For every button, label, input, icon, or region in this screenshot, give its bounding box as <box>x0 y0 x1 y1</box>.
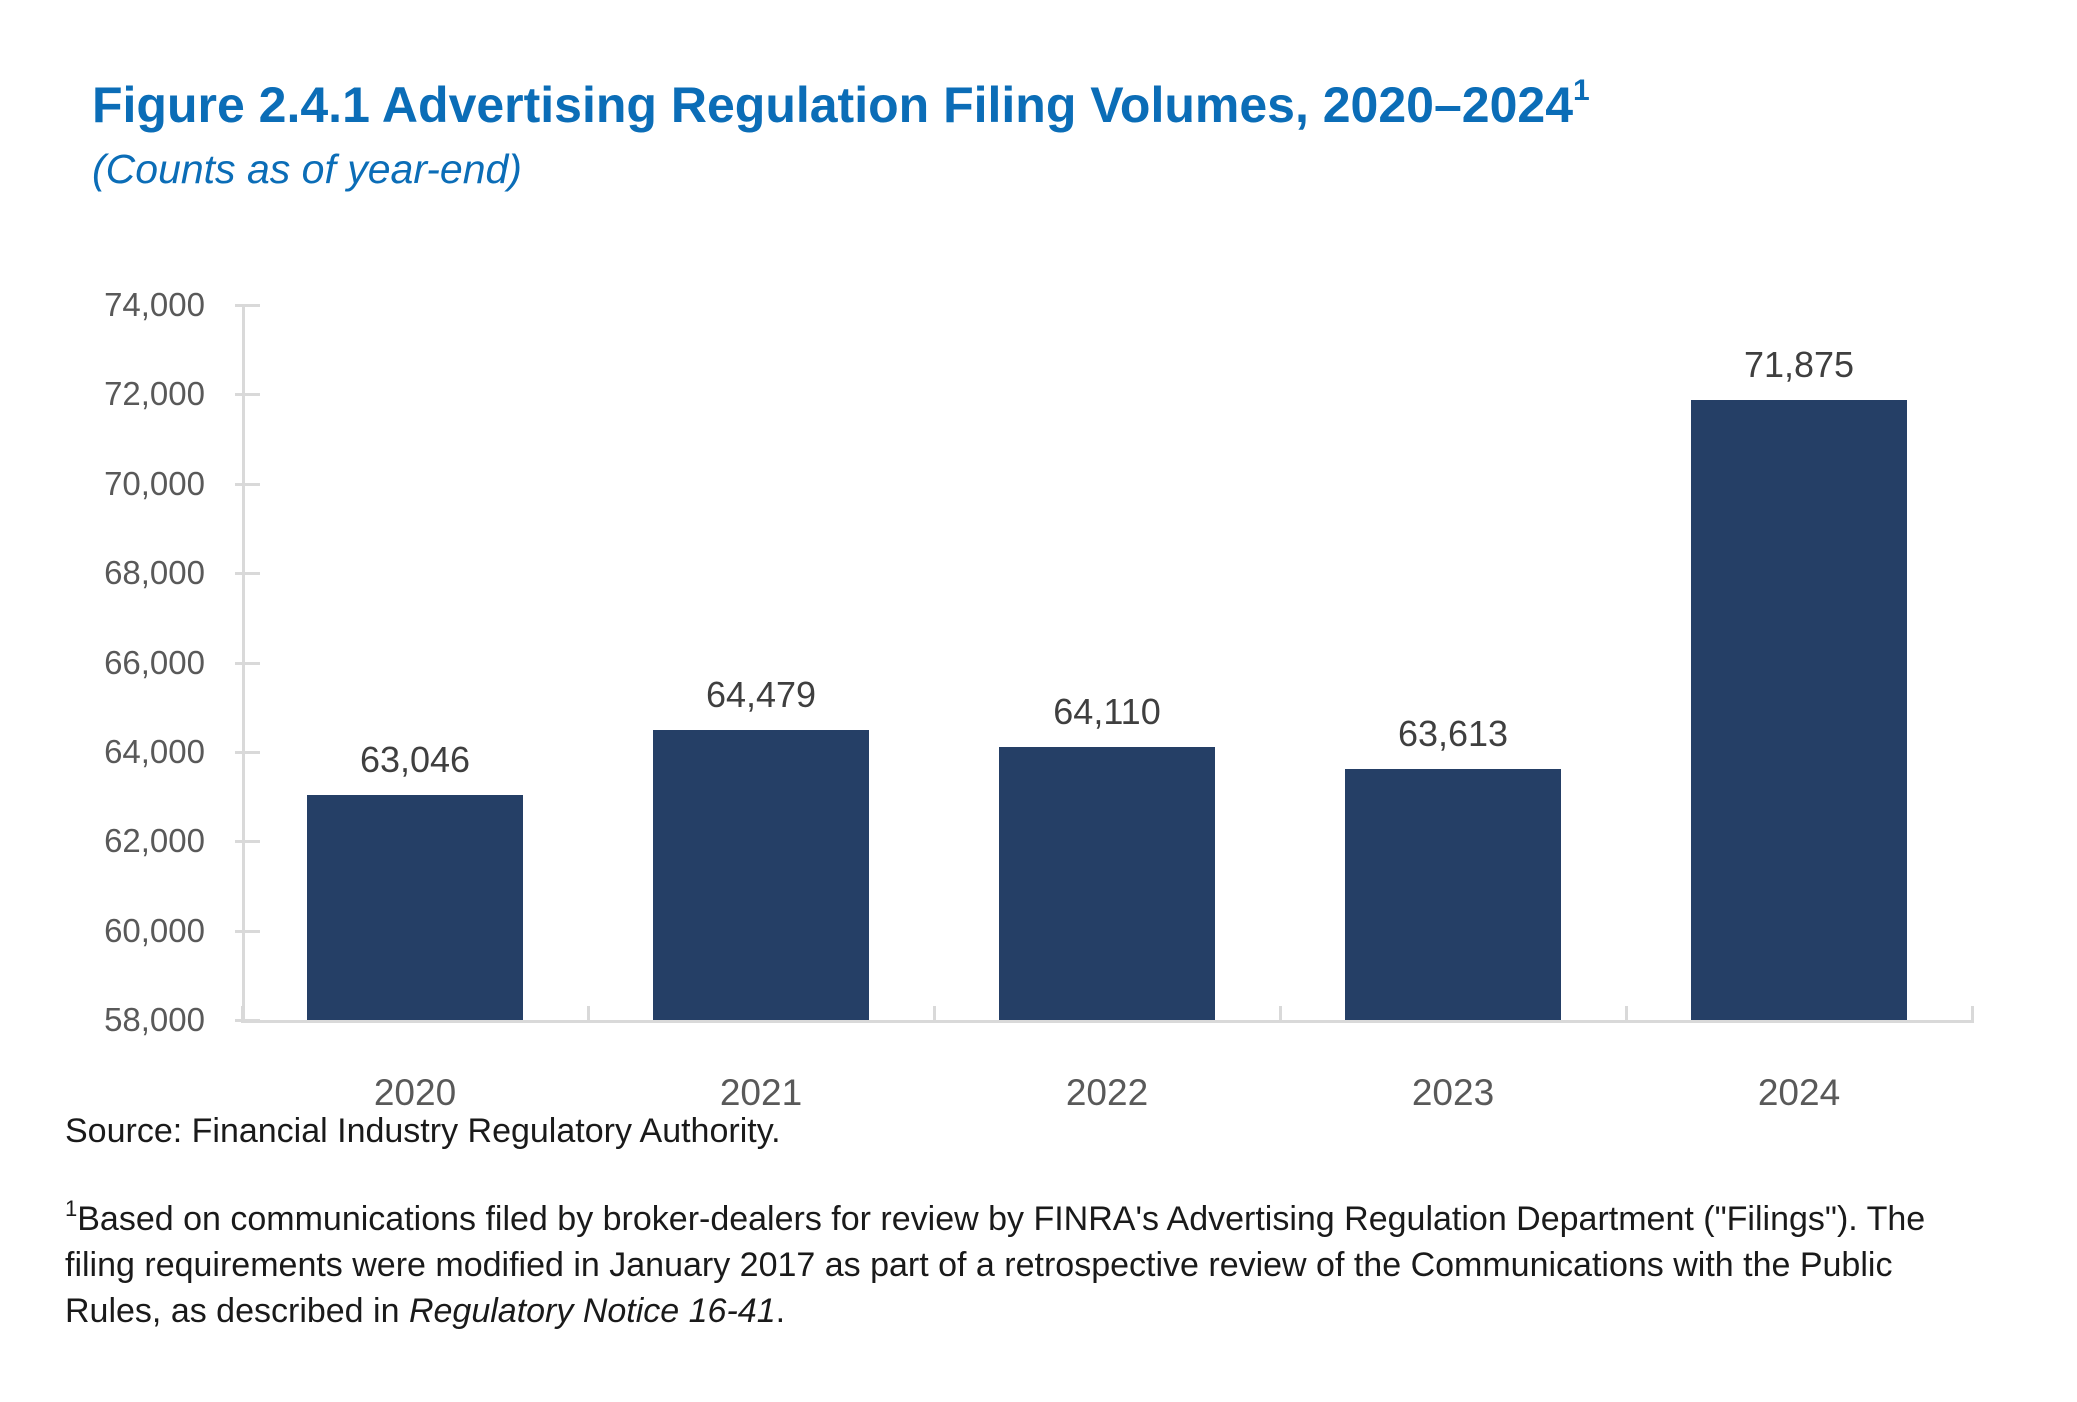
y-axis-label: 60,000 <box>104 911 205 949</box>
x-axis-line <box>242 1020 1972 1023</box>
source-line: Source: Financial Industry Regulatory Au… <box>65 1112 781 1150</box>
x-axis-label: 2023 <box>1411 1072 1495 1113</box>
bar-value-label: 63,046 <box>359 738 471 780</box>
bar-2023 <box>1345 769 1561 1020</box>
y-axis-tick <box>235 482 260 486</box>
footnote-line-3-period: . <box>775 1292 786 1330</box>
y-axis-label: 62,000 <box>104 822 205 860</box>
y-axis-label: 64,000 <box>104 732 205 770</box>
bar-value-label: 71,875 <box>1743 343 1855 385</box>
figure-title-superscript: 1 <box>1573 74 1590 108</box>
footnote-line-3-text: Rules, as described in <box>65 1292 409 1330</box>
x-axis-tick <box>933 1006 936 1023</box>
x-axis-label: 2021 <box>719 1072 803 1113</box>
x-axis-tick <box>1279 1006 1282 1023</box>
y-axis-tick <box>235 840 260 844</box>
x-axis-tick <box>241 1006 244 1023</box>
y-axis-tick <box>235 304 260 307</box>
bar-value-label: 64,479 <box>705 674 817 716</box>
bar-2021 <box>653 730 869 1020</box>
footnote: 1Based on communications filed by broker… <box>65 1196 1925 1334</box>
footnote-superscript: 1 <box>65 1195 78 1221</box>
x-axis-tick <box>1971 1006 1974 1023</box>
y-axis-label: 72,000 <box>104 375 205 413</box>
y-axis-label: 66,000 <box>104 643 205 681</box>
footnote-line-2: filing requirements were modified in Jan… <box>65 1242 1925 1288</box>
footnote-line-3: Rules, as described in Regulatory Notice… <box>65 1288 1925 1334</box>
figure-subtitle: (Counts as of year-end) <box>92 146 522 192</box>
bar-value-label: 64,110 <box>1053 690 1161 732</box>
y-axis-label: 70,000 <box>104 464 205 502</box>
bar-2024 <box>1691 399 1907 1020</box>
y-axis-tick <box>235 1019 260 1022</box>
footnote-notice-reference: Regulatory Notice 16-41 <box>408 1292 776 1330</box>
figure-title-text: Figure 2.4.1 Advertising Regulation Fili… <box>92 77 1574 133</box>
x-axis-label: 2020 <box>373 1072 457 1113</box>
y-axis-tick <box>235 572 260 576</box>
bar-value-label: 63,613 <box>1397 713 1509 755</box>
bar-2020 <box>307 794 523 1020</box>
x-axis-tick <box>587 1006 590 1023</box>
y-axis-tick <box>235 750 260 754</box>
y-axis-tick <box>235 393 260 397</box>
footnote-line-2-text: filing requirements were modified in Jan… <box>65 1246 1893 1284</box>
bar-2022 <box>999 746 1215 1020</box>
y-axis-label: 58,000 <box>104 1001 205 1038</box>
y-axis-label: 68,000 <box>104 554 205 592</box>
x-axis-label: 2024 <box>1757 1072 1841 1113</box>
y-axis-label: 74,000 <box>104 286 205 323</box>
y-axis-tick <box>235 661 260 665</box>
y-axis-tick <box>235 929 260 933</box>
x-axis-label: 2022 <box>1065 1072 1149 1113</box>
footnote-line-1: 1Based on communications filed by broker… <box>65 1196 1925 1242</box>
figure-title: Figure 2.4.1 Advertising Regulation Fili… <box>92 76 1590 134</box>
footnote-line-1-text: Based on communications filed by broker-… <box>77 1200 1926 1238</box>
x-axis-tick <box>1625 1006 1628 1023</box>
